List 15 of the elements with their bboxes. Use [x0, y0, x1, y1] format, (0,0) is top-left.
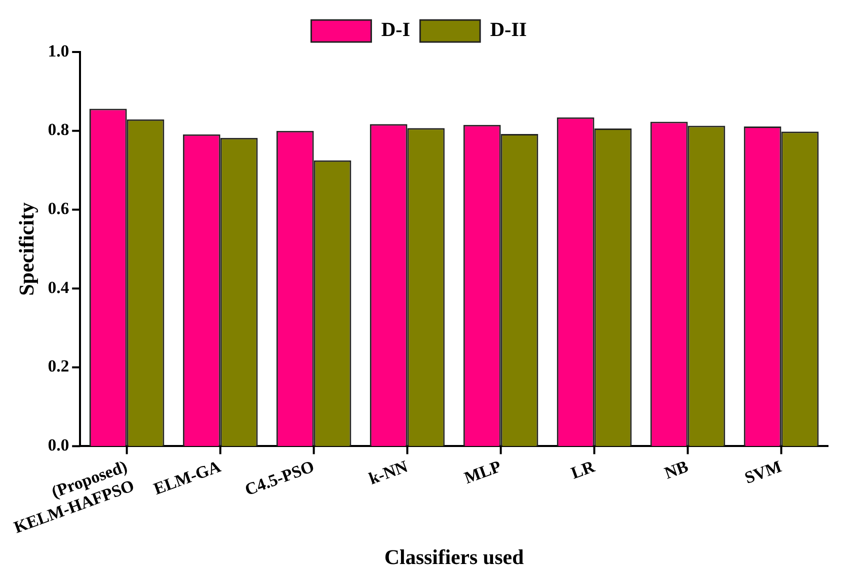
y-tick-label: 0.0: [48, 436, 70, 455]
x-tick-label: SVM: [742, 456, 784, 488]
x-tick-label: MLP: [462, 456, 504, 488]
legend-label: D-II: [490, 19, 527, 42]
y-tick-label: 0.8: [48, 120, 70, 140]
y-axis-title: Specificity: [14, 202, 39, 296]
y-tick-label: 0.6: [48, 199, 70, 218]
y-tick-label: 1.0: [48, 41, 70, 60]
x-tick-label: NB: [662, 456, 691, 483]
x-tick-label: LR: [568, 456, 598, 483]
y-tick-label: 0.2: [48, 356, 70, 376]
y-tick-label: 0.4: [48, 278, 70, 297]
x-axis-title: Classifiers used: [384, 544, 524, 569]
legend-label: D-I: [381, 19, 410, 42]
x-tick-label: k-NN: [366, 456, 411, 488]
